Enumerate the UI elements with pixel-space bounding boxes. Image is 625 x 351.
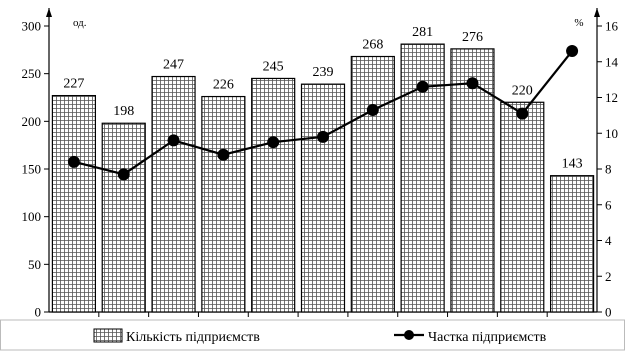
bar-value-label: 227 [63,77,84,92]
bar-2 [151,75,196,313]
share-point-2 [167,134,180,147]
bar-value-label: 220 [512,83,533,98]
right-tick-label: 10 [605,126,618,141]
right-tick-label: 14 [605,54,619,69]
legend-bar-label: Кількість підприємств [126,330,260,345]
bar-value-label: 276 [462,30,483,45]
legend-line-label: Частка підприємств [428,330,547,345]
left-tick-label: 100 [22,209,42,224]
share-point-9 [516,107,529,120]
share-point-0 [67,155,80,168]
left-axis-arrow [46,8,52,17]
share-point-5 [317,130,329,143]
bar-6 [350,55,395,313]
share-point-7 [416,80,429,93]
right-tick-label: 4 [605,233,612,248]
left-axis-unit: од. [73,17,87,29]
left-tick-label: 250 [22,66,42,81]
share-point-3 [217,148,230,161]
bar-value-label: 281 [412,25,433,40]
bar-4 [251,77,296,313]
bar-value-label: 247 [163,58,184,73]
bar-10 [549,175,595,313]
share-point-10 [566,45,579,58]
share-point-8 [466,77,479,90]
bar-1 [101,122,146,313]
bar-3 [201,95,246,313]
bar-5 [300,83,346,313]
share-point-1 [117,168,130,181]
bar-value-label: 198 [113,104,134,119]
bar-value-label: 268 [362,38,383,53]
share-point-6 [366,104,379,117]
legend-bar-swatch [93,328,123,343]
left-tick-label: 0 [35,305,42,320]
left-tick-label: 200 [22,114,42,129]
left-tick-label: 300 [22,19,42,34]
right-tick-label: 0 [605,305,612,320]
bar-value-label: 226 [213,78,234,93]
right-axis-arrow [594,8,600,17]
left-tick-label: 150 [22,162,42,177]
bar-9 [500,101,545,313]
legend-line-marker [404,330,414,340]
right-tick-label: 2 [605,269,612,284]
left-tick-label: 50 [28,257,41,272]
bar-value-label: 239 [313,65,334,80]
bar-0 [51,94,97,313]
right-axis-unit: % [574,17,583,29]
right-tick-label: 6 [605,197,612,212]
right-tick-label: 12 [605,90,618,105]
right-tick-label: 16 [605,19,619,34]
bar-value-label: 143 [562,157,583,172]
bar-value-label: 245 [263,59,284,74]
right-tick-label: 8 [605,162,612,177]
share-point-4 [267,136,280,149]
